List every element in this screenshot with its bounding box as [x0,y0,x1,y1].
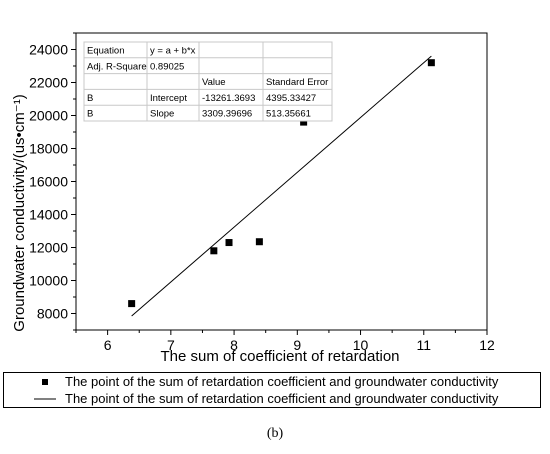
y-tick-label: 12000 [29,240,68,256]
x-tick-label: 8 [230,337,238,353]
legend-label-line: The point of the sum of retardation coef… [65,391,499,406]
stats-cell: 0.89025 [150,61,184,72]
data-point [300,118,308,126]
stats-cell: 513.35661 [266,109,311,120]
stats-cell: Value [202,77,226,88]
x-tick-label: 10 [353,337,369,353]
stats-cell: B [87,93,93,104]
x-tick-label: 11 [416,337,431,353]
y-tick-label: 14000 [29,207,68,223]
legend-item-points: The point of the sum of retardation coef… [4,374,540,390]
fit-line-layer [131,55,432,317]
stats-cell: 3309.39696 [202,109,252,120]
y-tick-label: 8000 [37,306,68,322]
figure-caption: (b) [266,426,284,441]
y-tick-label: 24000 [29,42,68,58]
data-point [128,300,136,308]
y-tick-label: 10000 [29,273,68,289]
x-axis-ticks: 6 7 8 9 10 11 12 [75,330,495,353]
data-point [427,59,435,67]
data-point [255,238,263,246]
line-marker-icon [34,391,56,407]
y-axis-label: Groundwater conductivity/(us•cm⁻¹) [11,94,28,331]
stats-cell: Equation [87,46,125,57]
y-tick-label: 20000 [29,108,68,124]
stats-cell: -13261.3693 [202,93,255,104]
y-tick-label: 22000 [29,75,68,91]
x-tick-label: 6 [104,337,112,353]
data-points-layer [128,59,435,308]
data-point [225,239,233,247]
x-tick-label: 12 [479,337,495,353]
square-marker-icon [34,374,56,390]
y-tick-label: 18000 [29,141,68,157]
x-tick-label: 9 [293,337,301,353]
stats-cell: 4395.33427 [266,93,316,104]
legend-label-points: The point of the sum of retardation coef… [65,374,499,389]
stats-table-border [83,41,333,122]
stats-cell: y = a + b*x [150,46,196,57]
stats-cell: Standard Error [266,77,328,88]
stats-cell: Slope [150,109,174,120]
y-axis-ticks: 8000 10000 12000 14000 16000 18000 20000 22000 2… [29,32,76,331]
scatter-chart: 8000 10000 12000 14000 16000 18000 20000 22000 2… [11,32,495,365]
y-tick-label: 16000 [29,174,68,190]
legend: The point of the sum of retardation coef… [3,372,541,408]
stats-cell: Adj. R-Square [87,61,147,72]
x-axis-label: The sum of coefficient of retardation [160,348,399,365]
fit-line [131,55,432,317]
stats-cell: Intercept [150,93,187,104]
x-tick-label: 7 [167,337,175,353]
data-point [210,247,218,255]
legend-item-line: The point of the sum of retardation coef… [4,391,540,407]
stats-cell: B [87,109,93,120]
